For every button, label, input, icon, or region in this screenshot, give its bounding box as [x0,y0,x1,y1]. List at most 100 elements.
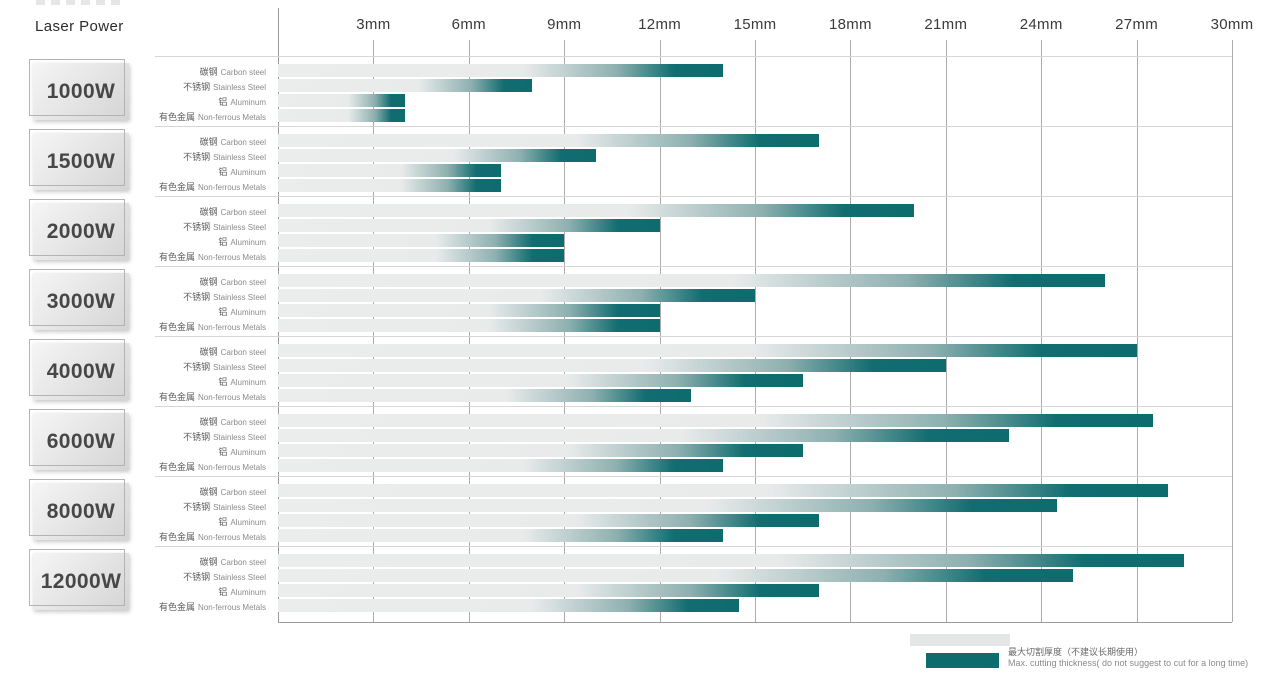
material-label-zh: 不锈钢 [183,81,211,92]
bar-track [278,459,1232,472]
bar-row: 铝 Aluminum [155,443,1232,458]
bar-track [278,444,1232,457]
bar-row: 碳钢 Carbon steel [155,133,1232,148]
thickness-bar [278,444,803,457]
bar-track [278,584,1232,597]
thickness-bar [278,179,501,192]
power-group-6000w: 碳钢 Carbon steel 不锈钢 Stainless Steel 铝 Alumi… [155,406,1232,476]
bar-row: 有色金属 Non-ferrous Metals [155,528,1232,543]
material-label: 碳钢 Carbon steel [155,342,272,360]
grid-line [659,40,661,622]
material-label-zh: 铝 [218,586,228,597]
material-label-en: Non-ferrous Metals [197,532,266,542]
material-label: 铝 Aluminum [155,92,272,110]
x-tick: 21mm [924,16,968,33]
material-label-zh: 碳钢 [199,206,218,217]
material-label: 铝 Aluminum [155,372,272,390]
x-tick: 9mm [547,16,582,33]
power-group-8000w: 碳钢 Carbon steel 不锈钢 Stainless Steel 铝 Alumi… [155,476,1232,546]
bar-row: 铝 Aluminum [155,303,1232,318]
thickness-bar [278,289,755,302]
bar-track [278,64,1232,77]
power-button-4000w: 4000W [29,339,129,400]
material-label: 不锈钢 Stainless Steel [155,147,272,165]
bar-row: 碳钢 Carbon steel [155,343,1232,358]
bar-track [278,249,1232,262]
material-label-zh: 有色金属 [158,531,195,542]
material-label-en: Aluminum [230,167,266,177]
thickness-bar [278,274,1105,287]
material-label: 有色金属 Non-ferrous Metals [155,177,272,195]
bar-row: 碳钢 Carbon steel [155,553,1232,568]
material-label-zh: 有色金属 [158,461,195,472]
material-label-zh: 有色金属 [158,111,195,122]
bar-row: 铝 Aluminum [155,93,1232,108]
material-label: 不锈钢 Stainless Steel [155,287,272,305]
x-tick: 24mm [1019,16,1063,33]
material-label-zh: 有色金属 [158,181,195,192]
bar-row: 有色金属 Non-ferrous Metals [155,388,1232,403]
bar-track [278,359,1232,372]
bar-track [278,289,1232,302]
material-label-en: Stainless Steel [213,292,266,302]
material-label-en: Carbon steel [220,557,266,567]
material-label: 碳钢 Carbon steel [155,412,272,430]
material-label: 铝 Aluminum [155,442,272,460]
thickness-bar [278,459,724,472]
bar-groups: 碳钢 Carbon steel 不锈钢 Stainless Steel 铝 Alumi… [155,56,1232,616]
material-label: 有色金属 Non-ferrous Metals [155,527,272,545]
power-group-12000w: 碳钢 Carbon steel 不锈钢 Stainless Steel 铝 Alumi… [155,546,1232,616]
thickness-bar [278,109,406,122]
thickness-bar [278,374,803,387]
bar-row: 碳钢 Carbon steel [155,203,1232,218]
material-label-en: Non-ferrous Metals [197,112,266,122]
material-label-zh: 不锈钢 [183,501,211,512]
bar-track [278,164,1232,177]
bar-track [278,374,1232,387]
bar-row: 不锈钢 Stainless Steel [155,498,1232,513]
material-label: 不锈钢 Stainless Steel [155,217,272,235]
grid-line [1232,40,1233,622]
power-group-3000w: 碳钢 Carbon steel 不锈钢 Stainless Steel 铝 Alumi… [155,266,1232,336]
material-label-en: Carbon steel [220,277,266,287]
power-button-1000w: 1000W [29,59,129,120]
material-label: 铝 Aluminum [155,582,272,600]
material-label: 不锈钢 Stainless Steel [155,567,272,585]
material-label-en: Carbon steel [220,67,266,77]
thickness-bar [278,484,1169,497]
legend-color-swatch [926,653,999,668]
bar-track [278,569,1232,582]
thickness-bar [278,584,819,597]
material-label: 碳钢 Carbon steel [155,482,272,500]
bar-track [278,529,1232,542]
bar-track [278,319,1232,332]
x-axis: 3mm 6mm 9mm 12mm 15mm 18mm 21mm 24mm 27m… [278,16,1253,34]
bar-row: 铝 Aluminum [155,163,1232,178]
bar-row: 碳钢 Carbon steel [155,273,1232,288]
laser-power-label: Laser Power [35,18,124,35]
material-label-zh: 铝 [218,236,228,247]
thickness-bar [278,304,660,317]
bar-track [278,204,1232,217]
material-label-en: Carbon steel [220,137,266,147]
bar-track [278,149,1232,162]
material-label-zh: 铝 [218,516,228,527]
bar-row: 有色金属 Non-ferrous Metals [155,248,1232,263]
material-label: 碳钢 Carbon steel [155,272,272,290]
material-label-zh: 不锈钢 [183,221,211,232]
thickness-bar [278,94,406,107]
bar-track [278,304,1232,317]
bar-track [278,499,1232,512]
thickness-bar [278,599,740,612]
x-tick: 12mm [638,16,682,33]
grid-line [850,40,852,622]
thickness-bar [278,204,914,217]
bar-row: 铝 Aluminum [155,233,1232,248]
bar-row: 不锈钢 Stainless Steel [155,428,1232,443]
material-label-zh: 碳钢 [199,416,218,427]
material-label: 碳钢 Carbon steel [155,62,272,80]
thickness-bar [278,219,660,232]
material-label: 碳钢 Carbon steel [155,202,272,220]
material-label: 不锈钢 Stainless Steel [155,77,272,95]
legend-label: 最大切割厚度（不建议长期使用） Max. cutting thickness( … [1008,647,1248,669]
